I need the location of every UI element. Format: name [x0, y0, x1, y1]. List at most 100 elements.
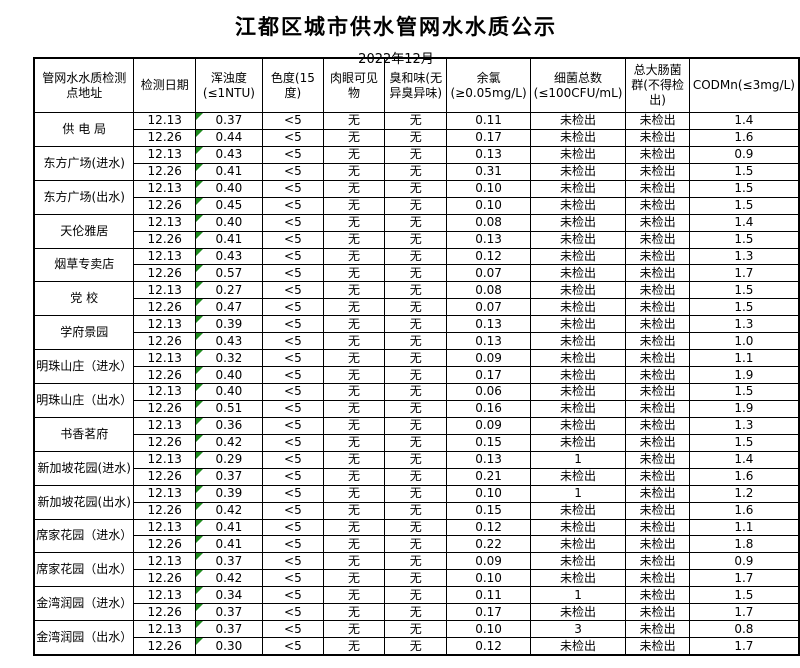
- residual-chlorine-cell: 0.22: [446, 535, 531, 554]
- green-corner-triangle-icon: [196, 367, 204, 375]
- cell-value: 0.15: [475, 435, 502, 450]
- table-row: 天伦雅居 12.13 0.40 <5 无无 0.08 未检出 未检出 1.4: [33, 213, 800, 249]
- cell-value: 无: [409, 316, 422, 331]
- green-corner-triangle-icon: [196, 587, 204, 595]
- chroma-cell: <5: [261, 281, 325, 300]
- cell-value: <5: [284, 232, 302, 247]
- cell-value: 未检出: [639, 638, 676, 653]
- cell-value: <5: [284, 587, 302, 602]
- chroma-cell: <5: [261, 620, 325, 639]
- table-row: 12.26 0.41 <5 无 无 0.13 未检出 未检出 1.5: [34, 230, 800, 249]
- visible-matter-cell: 无: [323, 603, 385, 622]
- cell-value: 1: [574, 587, 582, 602]
- cell-value: 无: [347, 130, 360, 145]
- turbidity-cell: 0.43: [195, 332, 263, 351]
- table-row: 新加坡花园(出水) 12.13 0.39 <5 无无 0.10 1 未检出 1.2: [33, 484, 800, 520]
- residual-chlorine-cell: 0.06: [446, 383, 531, 401]
- coliform-cell: 未检出: [625, 264, 690, 283]
- cell-value: 无: [409, 435, 422, 450]
- cell-value: 未检出: [560, 265, 597, 280]
- bacteria-count-cell: 未检出: [529, 501, 627, 520]
- chroma-cell: <5: [261, 518, 325, 537]
- cell-value: 1.1: [734, 519, 754, 534]
- date-cell: 12.26: [133, 433, 197, 452]
- green-corner-triangle-icon: [196, 333, 204, 341]
- turbidity-cell: 0.47: [195, 298, 263, 317]
- cell-value: <5: [284, 265, 302, 280]
- location-cell: 明珠山庄（出水）: [33, 383, 135, 418]
- cell-value: 未检出: [639, 384, 676, 399]
- cell-value: 未检出: [560, 638, 597, 653]
- codmn-cell: 1.5: [688, 586, 800, 605]
- cell-value: 无: [409, 503, 422, 518]
- cell-value: 1.1: [734, 350, 754, 365]
- cell-value: 无: [409, 604, 422, 619]
- cell-value: 12.13: [147, 350, 182, 365]
- visible-matter-cell: 无: [323, 315, 385, 334]
- cell-value: 无: [409, 198, 422, 213]
- visible-matter-cell: 无: [323, 128, 385, 147]
- turbidity-cell: 0.40: [195, 213, 263, 232]
- location-cell: 金湾润园（进水）: [33, 586, 135, 622]
- cell-value: <5: [284, 519, 302, 534]
- residual-chlorine-cell: 0.08: [446, 213, 531, 232]
- turbidity-cell: 0.41: [195, 535, 263, 554]
- cell-value: 无: [347, 198, 360, 213]
- cell-value: 1.5: [734, 384, 754, 399]
- cell-value: 12.13: [147, 147, 182, 162]
- codmn-cell: 1.3: [688, 247, 800, 266]
- coliform-cell: 未检出: [625, 535, 690, 554]
- date-cell: 12.13: [133, 112, 197, 130]
- cell-value: 未检出: [639, 536, 676, 551]
- location-cell: 天伦雅居: [33, 213, 135, 249]
- green-corner-triangle-icon: [196, 469, 204, 476]
- cell-value: 1.4: [734, 215, 754, 230]
- cell-value: 0.44: [215, 130, 243, 145]
- visible-matter-cell: 无: [323, 145, 385, 164]
- cell-value: 1.5: [734, 181, 754, 196]
- bacteria-count-cell: 未检出: [529, 416, 627, 435]
- cell-value: 0.9: [734, 553, 754, 568]
- cell-value: 1.5: [734, 587, 754, 602]
- date-cell: 12.13: [133, 620, 197, 639]
- cell-value: 无: [347, 215, 360, 230]
- green-corner-triangle-icon: [196, 232, 204, 239]
- cell-value: 未检出: [639, 367, 676, 382]
- turbidity-cell: 0.37: [195, 467, 263, 486]
- coliform-cell: 未检出: [625, 162, 690, 181]
- bacteria-count-cell: 未检出: [529, 518, 627, 537]
- table-row: 供 电 局 12.13 0.37 <5 无无 0.11 未检出 未检出 1.4: [33, 112, 800, 147]
- coliform-cell: 未检出: [625, 552, 690, 571]
- visible-matter-cell: 无: [323, 213, 385, 232]
- cell-value: 1.5: [734, 282, 754, 297]
- cell-value: <5: [284, 181, 302, 196]
- residual-chlorine-cell: 0.15: [446, 433, 531, 452]
- cell-value: 0.37: [215, 553, 243, 568]
- cell-value: 12.26: [147, 130, 182, 145]
- cell-value: 3: [574, 621, 582, 636]
- page-title: 江都区城市供水管网水水质公示: [235, 15, 557, 39]
- turbidity-cell: 0.44: [195, 128, 263, 147]
- cell-value: 无: [347, 503, 360, 518]
- chroma-cell: <5: [261, 637, 325, 656]
- green-corner-triangle-icon: [196, 181, 204, 188]
- coliform-cell: 未检出: [625, 450, 690, 469]
- codmn-cell: 1.5: [688, 196, 800, 215]
- cell-value: <5: [284, 384, 302, 399]
- chroma-cell: <5: [261, 332, 325, 351]
- cell-value: 1.0: [734, 333, 754, 348]
- cell-value: 未检出: [560, 333, 597, 348]
- visible-matter-cell: 无: [323, 518, 385, 537]
- turbidity-cell: 0.32: [195, 349, 263, 368]
- location-cell: 东方广场(进水): [33, 145, 135, 181]
- coliform-cell: 未检出: [625, 366, 690, 384]
- location-cell: 书香茗府: [33, 416, 135, 452]
- column-header: 余氯(≥0.05mg/L): [446, 57, 531, 113]
- cell-value: 12.13: [147, 519, 182, 534]
- codmn-cell: 1.8: [688, 535, 800, 554]
- cell-value: 12.13: [147, 452, 182, 467]
- bacteria-count-cell: 未检出: [529, 145, 627, 164]
- residual-chlorine-cell: 0.09: [446, 416, 531, 435]
- cell-value: 0.15: [475, 503, 502, 518]
- turbidity-cell: 0.43: [195, 247, 263, 266]
